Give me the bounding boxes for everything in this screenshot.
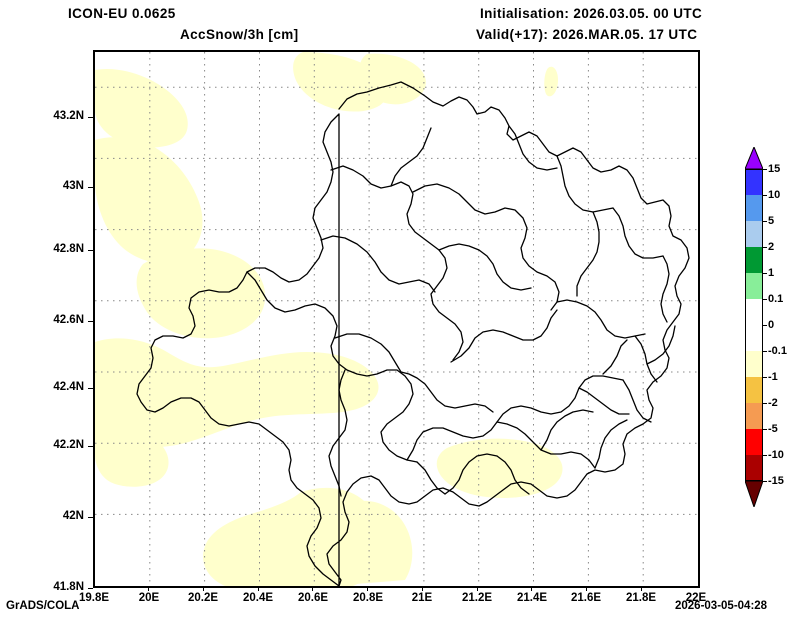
ytick-42.4N bbox=[88, 388, 93, 389]
xlabel-21.2E: 21.2E bbox=[461, 592, 493, 604]
colorbar-tick-neg1 bbox=[763, 377, 767, 378]
timestamp-label: 2026-03-05-04:28 bbox=[675, 600, 768, 612]
colorbar-band-5-10 bbox=[745, 195, 763, 221]
colorbar-tick-neg2 bbox=[763, 403, 767, 404]
xlabel-20.2E: 20.2E bbox=[187, 592, 219, 604]
colorbar-label-1: 1 bbox=[768, 267, 775, 279]
colorbar-tick-10 bbox=[763, 195, 767, 196]
latlon-gridlines bbox=[95, 52, 698, 586]
colorbar-band-10-15 bbox=[745, 169, 763, 195]
xlabel-20E: 20E bbox=[138, 592, 160, 604]
colorbar-band-2-5 bbox=[745, 221, 763, 247]
colorbar-tick-1 bbox=[763, 273, 767, 274]
colorbar-tick-5 bbox=[763, 221, 767, 222]
model-label: ICON-EU 0.0625 bbox=[68, 6, 176, 21]
colorbar-label-neg15: -15 bbox=[768, 475, 784, 487]
ytick-41.8N bbox=[88, 588, 93, 589]
colorbar-top-arrow bbox=[745, 147, 763, 169]
colorbar-band-neg5-neg2 bbox=[745, 403, 763, 429]
colorbar-label-0: 0 bbox=[768, 319, 775, 331]
ytick-43N bbox=[88, 187, 93, 188]
xlabel-21.4E: 21.4E bbox=[516, 592, 548, 604]
colorbar-label-0.1: 0.1 bbox=[768, 293, 784, 305]
colorbar-label-15: 15 bbox=[768, 163, 781, 175]
colorbar bbox=[745, 169, 763, 481]
ylabel-43.2N: 43.2N bbox=[53, 110, 84, 122]
ylabel-42.8N: 42.8N bbox=[53, 243, 84, 255]
colorbar-label-neg10: -10 bbox=[768, 449, 784, 461]
colorbar-band-neg2-neg1 bbox=[745, 377, 763, 403]
variable-label: AccSnow/3h [cm] bbox=[180, 27, 299, 42]
colorbar-band-neg0.1-0 bbox=[745, 325, 763, 351]
xtick-20E bbox=[148, 586, 149, 591]
colorbar-band-0.1-1 bbox=[745, 273, 763, 299]
colorbar-tick-15 bbox=[763, 169, 767, 170]
xtick-20.6E bbox=[312, 586, 313, 591]
colorbar-tick-neg10 bbox=[763, 455, 767, 456]
xlabel-21.8E: 21.8E bbox=[625, 592, 657, 604]
precip-shading-layer bbox=[95, 52, 563, 586]
colorbar-band-neg10-neg5 bbox=[745, 429, 763, 455]
colorbar-tick-neg0.1 bbox=[763, 351, 767, 352]
ytick-42N bbox=[88, 517, 93, 518]
ylabel-43N: 43N bbox=[62, 180, 84, 192]
colorbar-bottom-arrow bbox=[745, 481, 763, 507]
ytick-42.2N bbox=[88, 446, 93, 447]
colorbar-tick-0 bbox=[763, 325, 767, 326]
xlabel-20.4E: 20.4E bbox=[242, 592, 274, 604]
colorbar-band-1-2 bbox=[745, 247, 763, 273]
ylabel-41.8N: 41.8N bbox=[53, 581, 84, 593]
xtick-21.4E bbox=[531, 586, 532, 591]
colorbar-band-neg15-neg10 bbox=[745, 455, 763, 481]
xtick-20.8E bbox=[367, 586, 368, 591]
xtick-21.6E bbox=[586, 586, 587, 591]
ylabel-42.6N: 42.6N bbox=[53, 314, 84, 326]
colorbar-tick-neg15 bbox=[763, 481, 767, 482]
colorbar-label-neg1: -1 bbox=[768, 371, 778, 383]
colorbar-label-10: 10 bbox=[768, 189, 781, 201]
ylabel-42.2N: 42.2N bbox=[53, 439, 84, 451]
xtick-20.2E bbox=[203, 586, 204, 591]
ylabel-42N: 42N bbox=[62, 510, 84, 522]
colorbar-band-neg1-neg0.1 bbox=[745, 351, 763, 377]
xlabel-21.6E: 21.6E bbox=[570, 592, 602, 604]
xtick-21.8E bbox=[641, 586, 642, 591]
colorbar-label-2: 2 bbox=[768, 241, 775, 253]
valid-time-label: Valid(+17): 2026.MAR.05. 17 UTC bbox=[476, 27, 698, 42]
xlabel-21E: 21E bbox=[411, 592, 433, 604]
colorbar-label-neg0.1: -0.1 bbox=[768, 345, 787, 357]
xtick-20.4E bbox=[258, 586, 259, 591]
colorbar-band-0-0.1 bbox=[745, 299, 763, 325]
initialisation-label: Initialisation: 2026.03.05. 00 UTC bbox=[480, 6, 703, 21]
colorbar-label-5: 5 bbox=[768, 215, 775, 227]
map-plot-area bbox=[93, 50, 700, 588]
colorbar-tick-neg5 bbox=[763, 429, 767, 430]
xlabel-20.8E: 20.8E bbox=[352, 592, 384, 604]
ylabel-42.4N: 42.4N bbox=[53, 381, 84, 393]
producer-label: GrADS/COLA bbox=[6, 600, 80, 612]
xlabel-20.6E: 20.6E bbox=[297, 592, 329, 604]
colorbar-label-neg5: -5 bbox=[768, 423, 778, 435]
xtick-21E bbox=[422, 586, 423, 591]
xlabel-19.8E: 19.8E bbox=[78, 592, 110, 604]
ytick-42.6N bbox=[88, 321, 93, 322]
xtick-21.2E bbox=[477, 586, 478, 591]
colorbar-tick-0.1 bbox=[763, 299, 767, 300]
xlabel-22E: 22E bbox=[685, 592, 707, 604]
colorbar-tick-2 bbox=[763, 247, 767, 248]
ytick-43.2N bbox=[88, 117, 93, 118]
administrative-boundaries bbox=[136, 81, 690, 586]
ytick-42.8N bbox=[88, 250, 93, 251]
colorbar-label-neg2: -2 bbox=[768, 397, 778, 409]
